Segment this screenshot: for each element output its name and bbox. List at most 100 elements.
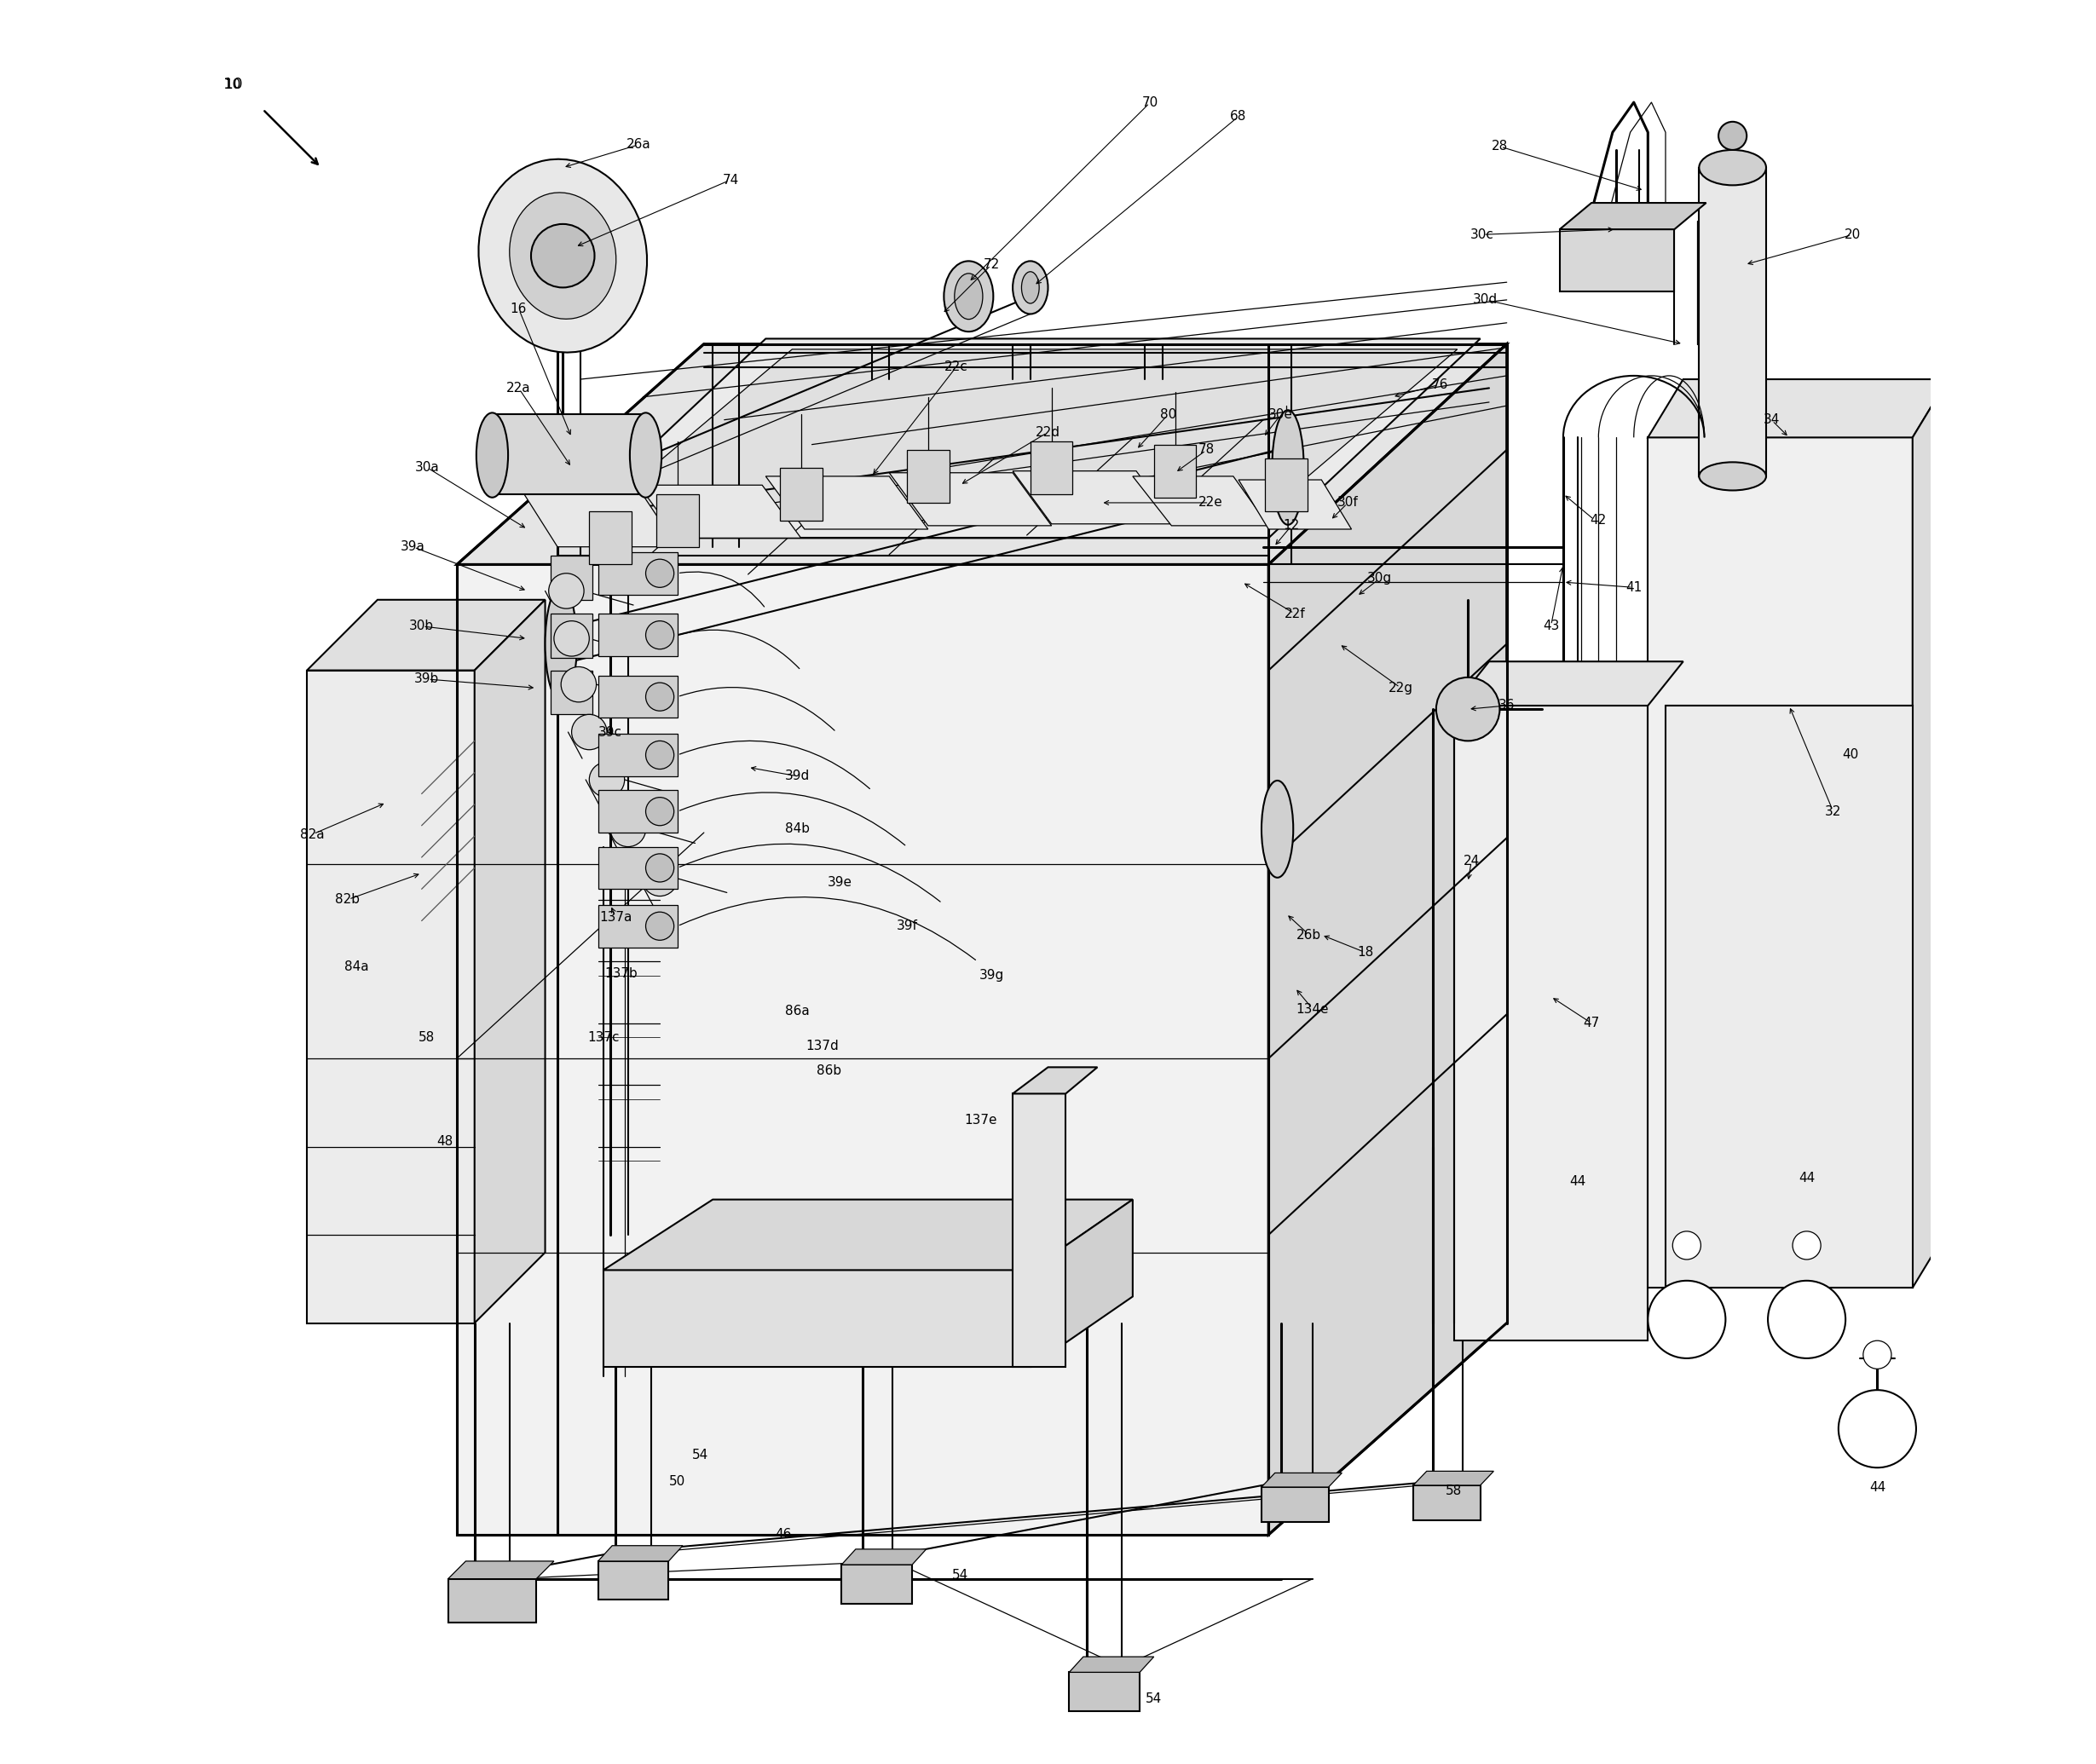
Text: 137b: 137b: [604, 967, 637, 981]
Text: 68: 68: [1230, 109, 1247, 123]
Polygon shape: [1666, 706, 1912, 1288]
Text: 39e: 39e: [828, 875, 853, 889]
Polygon shape: [843, 1549, 926, 1565]
Text: 39f: 39f: [897, 919, 918, 933]
Polygon shape: [597, 847, 677, 889]
Polygon shape: [1455, 706, 1647, 1341]
Text: 10: 10: [224, 78, 241, 92]
Polygon shape: [597, 905, 677, 947]
Ellipse shape: [545, 586, 576, 702]
Polygon shape: [1012, 1094, 1065, 1367]
Polygon shape: [589, 512, 631, 564]
Polygon shape: [1155, 445, 1197, 497]
Text: 80: 80: [1159, 407, 1176, 422]
Polygon shape: [597, 790, 677, 833]
Text: 39a: 39a: [400, 540, 425, 554]
Polygon shape: [1413, 1471, 1494, 1485]
Text: 22e: 22e: [1199, 496, 1222, 510]
Text: 86b: 86b: [817, 1064, 843, 1078]
Polygon shape: [1012, 1067, 1098, 1094]
Text: 30g: 30g: [1367, 572, 1392, 586]
Polygon shape: [1262, 1473, 1341, 1487]
Polygon shape: [765, 476, 929, 529]
Polygon shape: [589, 349, 1457, 520]
Circle shape: [610, 811, 646, 847]
Text: 41: 41: [1626, 580, 1641, 594]
Polygon shape: [474, 600, 545, 1323]
Circle shape: [646, 741, 675, 769]
Polygon shape: [639, 485, 801, 538]
Text: 22f: 22f: [1285, 607, 1306, 621]
Polygon shape: [1012, 471, 1176, 524]
Polygon shape: [1268, 344, 1507, 1535]
Polygon shape: [449, 1561, 553, 1579]
Text: 32: 32: [1826, 804, 1842, 818]
Polygon shape: [1031, 1200, 1132, 1367]
Text: 30e: 30e: [1268, 407, 1293, 422]
Text: 22g: 22g: [1388, 681, 1413, 695]
Ellipse shape: [954, 273, 983, 319]
Text: 30b: 30b: [409, 619, 434, 633]
Polygon shape: [1559, 203, 1706, 229]
Polygon shape: [597, 734, 677, 776]
Polygon shape: [597, 676, 677, 718]
Circle shape: [1719, 122, 1746, 150]
Text: 22d: 22d: [1035, 425, 1061, 439]
Polygon shape: [1266, 459, 1308, 512]
Text: 84b: 84b: [786, 822, 809, 836]
Circle shape: [1767, 1281, 1844, 1358]
Polygon shape: [551, 670, 593, 714]
Text: 39d: 39d: [786, 769, 809, 783]
Circle shape: [646, 559, 675, 587]
Text: 72: 72: [983, 258, 1000, 272]
Ellipse shape: [1021, 272, 1040, 303]
Text: 34: 34: [1763, 413, 1780, 427]
Text: 44: 44: [1870, 1480, 1886, 1494]
Circle shape: [646, 683, 675, 711]
Polygon shape: [604, 1270, 1031, 1367]
Polygon shape: [908, 450, 949, 503]
Text: 12: 12: [1283, 519, 1300, 533]
Circle shape: [1647, 1281, 1725, 1358]
Text: 134e: 134e: [1295, 1002, 1329, 1016]
Text: 76: 76: [1432, 377, 1448, 392]
Text: 22a: 22a: [507, 381, 530, 395]
Text: 84a: 84a: [344, 960, 369, 974]
Text: 44: 44: [1570, 1175, 1585, 1189]
Ellipse shape: [1700, 150, 1767, 185]
Circle shape: [549, 573, 585, 609]
Text: 48: 48: [436, 1134, 453, 1148]
Text: 18: 18: [1358, 946, 1373, 960]
Text: 20: 20: [1844, 228, 1861, 242]
Ellipse shape: [1700, 462, 1767, 490]
Circle shape: [646, 797, 675, 826]
Polygon shape: [843, 1565, 912, 1603]
Text: 50: 50: [669, 1475, 685, 1489]
Circle shape: [1436, 677, 1501, 741]
Polygon shape: [457, 564, 1268, 1535]
Ellipse shape: [629, 413, 662, 497]
Text: 78: 78: [1199, 443, 1216, 457]
Text: 86a: 86a: [786, 1004, 809, 1018]
Polygon shape: [604, 1200, 1132, 1270]
Polygon shape: [597, 552, 677, 594]
Polygon shape: [1559, 229, 1675, 291]
Ellipse shape: [1272, 409, 1304, 526]
Polygon shape: [1132, 476, 1268, 526]
Text: 70: 70: [1142, 95, 1159, 109]
Text: 30d: 30d: [1473, 293, 1499, 307]
Polygon shape: [306, 600, 545, 670]
Polygon shape: [889, 473, 1052, 526]
Polygon shape: [1239, 480, 1352, 529]
Polygon shape: [1069, 1656, 1155, 1672]
Text: 46: 46: [776, 1528, 792, 1542]
Polygon shape: [524, 494, 677, 547]
Text: 24: 24: [1463, 854, 1480, 868]
Ellipse shape: [943, 261, 994, 332]
Circle shape: [646, 912, 675, 940]
Circle shape: [589, 762, 625, 797]
Polygon shape: [449, 1579, 537, 1623]
Polygon shape: [1647, 437, 1912, 1288]
Polygon shape: [597, 1545, 683, 1561]
Text: 30f: 30f: [1337, 496, 1358, 510]
